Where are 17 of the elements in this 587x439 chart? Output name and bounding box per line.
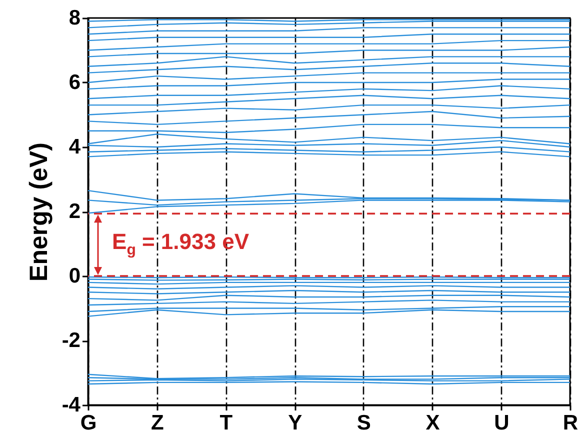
y-tick-label: 6	[68, 71, 80, 94]
x-tick-label: X	[426, 412, 440, 434]
y-tick-label: -4	[62, 394, 81, 416]
x-tick-label: Z	[150, 412, 164, 434]
y-axis-title: Energy (eV)	[24, 142, 53, 282]
y-tick-label: 4	[68, 136, 81, 158]
y-tick-label: 2	[68, 200, 80, 223]
x-tick-label: G	[80, 412, 97, 434]
y-tick-label: 8	[68, 6, 81, 30]
x-tick-label: S	[356, 412, 371, 434]
x-tick-label: U	[494, 412, 510, 434]
y-tick-label: -2	[62, 329, 80, 352]
y-tick-label: 0	[68, 264, 80, 288]
x-tick-label: Y	[288, 412, 302, 434]
x-tick-label: T	[220, 412, 233, 434]
x-tick-label: R	[562, 412, 578, 434]
annotation: E$_{g}$ = 1.933 eV	[112, 228, 250, 258]
